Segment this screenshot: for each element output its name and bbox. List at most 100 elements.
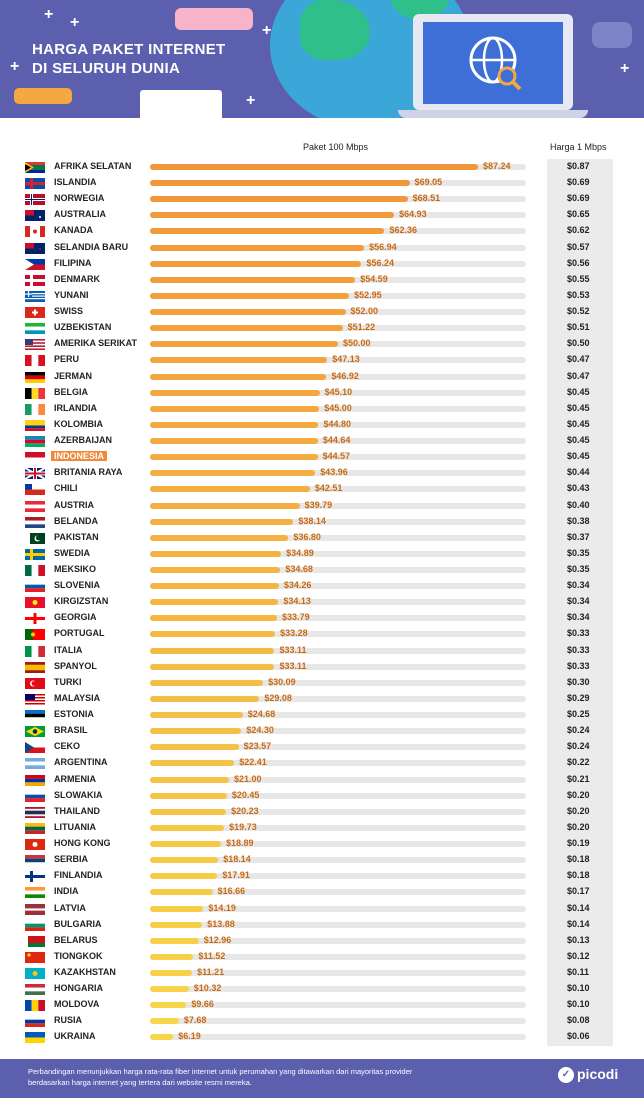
per-mbps-value: $0.69 xyxy=(567,177,590,188)
bar-track xyxy=(150,663,526,670)
footer-note-line-1: Perbandingan menunjukkan harga rata-rata… xyxy=(28,1067,413,1076)
laptop-screen xyxy=(423,22,563,104)
country-label: KIRGIZSTAN xyxy=(54,596,109,607)
flag-se-icon xyxy=(25,548,45,560)
bar-track xyxy=(150,647,526,654)
per-mbps-value: $0.45 xyxy=(567,418,590,429)
chart-row: JERMAN $46.92 $0.47 xyxy=(0,369,644,385)
per-mbps-value: $0.20 xyxy=(567,821,590,832)
country-label: CHILI xyxy=(54,483,78,494)
per-mbps-value: $0.18 xyxy=(567,854,590,865)
chart-row: HONG KONG $18.89 $0.19 xyxy=(0,836,644,852)
chart-row: SELANDIA BARU $56.94 $0.57 xyxy=(0,240,644,256)
bar-track xyxy=(150,776,526,783)
bar-value-label: $69.05 xyxy=(414,177,443,188)
speech-bubble-decoration xyxy=(592,22,632,48)
per-mbps-value: $0.20 xyxy=(567,805,590,816)
country-label: JERMAN xyxy=(54,370,93,381)
chart-row: SPANYOL $33.11 $0.33 xyxy=(0,659,644,675)
chart-row: TURKI $30.09 $0.30 xyxy=(0,675,644,691)
bar xyxy=(150,421,319,428)
tag-icon: ✓ xyxy=(558,1067,574,1084)
bar-track xyxy=(150,389,526,396)
picodi-logo: ✓ picodi xyxy=(558,1066,618,1084)
bar-track xyxy=(150,824,526,831)
speech-bubble-decoration xyxy=(175,8,253,30)
per-mbps-value: $0.30 xyxy=(567,676,590,687)
country-label: ARMENIA xyxy=(54,773,96,784)
flag-co-icon xyxy=(25,419,45,431)
country-label: AUSTRALIA xyxy=(54,209,106,220)
bar-value-label: $14.19 xyxy=(208,902,236,913)
country-label: MEKSIKO xyxy=(54,564,97,574)
bar-track xyxy=(150,1018,526,1025)
bar-track xyxy=(150,599,526,606)
per-mbps-value: $0.69 xyxy=(567,193,590,204)
flag-kg-icon xyxy=(25,597,45,609)
chart-row: AFRIKA SELATAN $87.24 $0.87 xyxy=(0,159,644,175)
bar-value-label: $33.11 xyxy=(279,644,307,655)
chart-row: SWEDIA $34.89 $0.35 xyxy=(0,546,644,562)
chart-row: PAKISTAN $36.80 $0.37 xyxy=(0,530,644,546)
country-label: LITUANIA xyxy=(54,821,96,832)
browser-window-decoration xyxy=(140,90,222,118)
bar xyxy=(150,373,327,380)
bar-value-label: $34.68 xyxy=(285,564,313,574)
flag-tr-icon xyxy=(25,677,45,689)
country-label: AFRIKA SELATAN xyxy=(54,161,132,171)
flag-md-icon xyxy=(25,1000,45,1012)
per-mbps-value: $0.53 xyxy=(567,289,590,300)
per-mbps-value: $0.19 xyxy=(567,838,590,849)
flag-gr-icon xyxy=(25,290,45,302)
flag-pe-icon xyxy=(25,355,45,367)
bar xyxy=(150,292,350,299)
bar-track xyxy=(150,921,526,928)
bar-value-label: $34.13 xyxy=(283,596,311,607)
chart-row: MOLDOVA $9.66 $0.10 xyxy=(0,997,644,1013)
country-label: BRASIL xyxy=(54,725,88,736)
flag-th-icon xyxy=(25,806,45,818)
chart-row: LATVIA $14.19 $0.14 xyxy=(0,901,644,917)
bar-value-label: $18.89 xyxy=(226,838,254,849)
bar xyxy=(150,389,320,396)
chart-row: AMERIKA SERIKAT $50.00 $0.50 xyxy=(0,336,644,352)
per-mbps-value: $0.33 xyxy=(567,660,590,671)
chart-row: ARGENTINA $22.41 $0.22 xyxy=(0,755,644,771)
per-mbps-value: $0.37 xyxy=(567,531,590,542)
bar-track xyxy=(150,567,526,573)
bar-value-label: $44.57 xyxy=(322,451,351,462)
flag-gb-icon xyxy=(25,468,45,480)
country-label: BELGIA xyxy=(54,386,89,397)
per-mbps-value: $0.34 xyxy=(567,580,590,591)
flag-ge-icon xyxy=(25,613,45,625)
country-label: YUNANI xyxy=(54,289,89,300)
title-line-2: DI SELURUH DUNIA xyxy=(32,60,181,77)
chart-row: MALAYSIA $29.08 $0.29 xyxy=(0,691,644,707)
flag-uz-icon xyxy=(25,323,45,335)
flag-rs-icon xyxy=(25,855,45,867)
chart-row: BELANDA $38.14 $0.38 xyxy=(0,514,644,530)
bar xyxy=(150,937,199,944)
bar xyxy=(150,728,242,735)
per-mbps-value: $0.33 xyxy=(567,644,590,655)
flag-us-icon xyxy=(25,339,45,351)
flag-is-icon xyxy=(25,178,45,190)
chart-row: AUSTRIA $39.79 $0.40 xyxy=(0,498,644,514)
bar-track xyxy=(150,857,526,864)
bar xyxy=(150,986,189,993)
bar-track xyxy=(150,341,526,348)
per-mbps-value: $0.35 xyxy=(567,564,590,574)
bar-value-label: $33.11 xyxy=(279,660,307,671)
flag-kz-icon xyxy=(25,968,45,979)
chart-row: SERBIA $18.14 $0.18 xyxy=(0,852,644,868)
header-banner: + + + + + + HARGA PAKET INTERNET DI SELU… xyxy=(0,0,644,118)
bar xyxy=(150,695,260,702)
country-label: KAZAKHSTAN xyxy=(54,967,116,977)
per-mbps-value: $0.06 xyxy=(567,1031,590,1042)
plus-icon: + xyxy=(10,58,20,75)
bar xyxy=(150,212,395,219)
bar-track xyxy=(150,421,526,428)
per-mbps-value: $0.47 xyxy=(567,354,590,365)
bar xyxy=(150,244,365,251)
per-mbps-value: $0.44 xyxy=(567,467,590,478)
